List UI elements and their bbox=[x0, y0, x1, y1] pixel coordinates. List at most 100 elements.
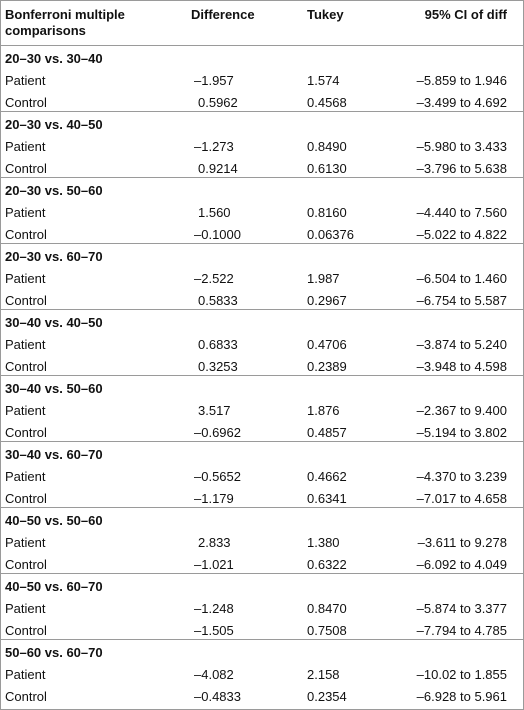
difference: 1.560 bbox=[198, 205, 231, 220]
group-title: 40–50 vs. 60–70 bbox=[5, 579, 103, 594]
column-header: 95% CI of diff bbox=[424, 7, 507, 22]
tukey: 0.8470 bbox=[307, 601, 347, 616]
difference: –0.6962 bbox=[194, 425, 241, 440]
tukey: 0.8490 bbox=[307, 139, 347, 154]
tukey: 0.8160 bbox=[307, 205, 347, 220]
tukey: 0.06376 bbox=[307, 227, 354, 242]
row-label: Patient bbox=[5, 205, 46, 220]
group-title: 30–40 vs. 50–60 bbox=[5, 381, 103, 396]
row-label: Control bbox=[5, 95, 47, 110]
tukey: 2.158 bbox=[307, 667, 340, 682]
tukey: 1.987 bbox=[307, 271, 340, 286]
confidence-interval: –5.022 to 4.822 bbox=[416, 227, 507, 242]
difference: –1.179 bbox=[194, 491, 234, 506]
confidence-interval: –3.796 to 5.638 bbox=[416, 161, 507, 176]
confidence-interval: –2.367 to 9.400 bbox=[416, 403, 507, 418]
row-label: Control bbox=[5, 227, 47, 242]
tukey: 1.574 bbox=[307, 73, 340, 88]
confidence-interval: –4.370 to 3.239 bbox=[416, 469, 507, 484]
group-title: 20–30 vs. 50–60 bbox=[5, 183, 103, 198]
row-label: Patient bbox=[5, 73, 46, 88]
confidence-interval: –7.794 to 4.785 bbox=[416, 623, 507, 638]
tukey: 0.4568 bbox=[307, 95, 347, 110]
row-divider bbox=[1, 573, 523, 574]
row-label: Patient bbox=[5, 403, 46, 418]
row-label: Patient bbox=[5, 337, 46, 352]
tukey: 0.2389 bbox=[307, 359, 347, 374]
confidence-interval: –5.874 to 3.377 bbox=[416, 601, 507, 616]
row-divider bbox=[1, 111, 523, 112]
tukey: 0.6322 bbox=[307, 557, 347, 572]
difference: 0.5962 bbox=[198, 95, 238, 110]
row-divider bbox=[1, 243, 523, 244]
difference: –2.522 bbox=[194, 271, 234, 286]
difference: –1.273 bbox=[194, 139, 234, 154]
row-label: Patient bbox=[5, 271, 46, 286]
group-title: 30–40 vs. 60–70 bbox=[5, 447, 103, 462]
row-label: Control bbox=[5, 161, 47, 176]
tukey: 0.7508 bbox=[307, 623, 347, 638]
confidence-interval: –5.194 to 3.802 bbox=[416, 425, 507, 440]
difference: 2.833 bbox=[198, 535, 231, 550]
group-title: 40–50 vs. 50–60 bbox=[5, 513, 103, 528]
row-divider bbox=[1, 639, 523, 640]
row-label: Patient bbox=[5, 601, 46, 616]
confidence-interval: –3.948 to 4.598 bbox=[416, 359, 507, 374]
tukey: 1.876 bbox=[307, 403, 340, 418]
row-divider bbox=[1, 507, 523, 508]
confidence-interval: –3.499 to 4.692 bbox=[416, 95, 507, 110]
difference: –0.4833 bbox=[194, 689, 241, 704]
confidence-interval: –6.928 to 5.961 bbox=[416, 689, 507, 704]
tukey: 0.2354 bbox=[307, 689, 347, 704]
confidence-interval: –4.440 to 7.560 bbox=[416, 205, 507, 220]
difference: 0.6833 bbox=[198, 337, 238, 352]
row-label: Control bbox=[5, 623, 47, 638]
column-header: Tukey bbox=[307, 7, 344, 22]
confidence-interval: –3.874 to 5.240 bbox=[416, 337, 507, 352]
difference: –0.1000 bbox=[194, 227, 241, 242]
tukey: 1.380 bbox=[307, 535, 340, 550]
tukey: 0.6341 bbox=[307, 491, 347, 506]
tukey: 0.6130 bbox=[307, 161, 347, 176]
difference: 0.9214 bbox=[198, 161, 238, 176]
tukey: 0.2967 bbox=[307, 293, 347, 308]
difference: 0.3253 bbox=[198, 359, 238, 374]
tukey: 0.4706 bbox=[307, 337, 347, 352]
confidence-interval: –6.504 to 1.460 bbox=[416, 271, 507, 286]
difference: –1.957 bbox=[194, 73, 234, 88]
difference: –1.021 bbox=[194, 557, 234, 572]
row-divider bbox=[1, 177, 523, 178]
row-label: Control bbox=[5, 689, 47, 704]
column-header: Difference bbox=[191, 7, 255, 22]
difference: –1.248 bbox=[194, 601, 234, 616]
group-title: 20–30 vs. 40–50 bbox=[5, 117, 103, 132]
row-label: Control bbox=[5, 557, 47, 572]
row-label: Control bbox=[5, 425, 47, 440]
row-label: Control bbox=[5, 359, 47, 374]
difference: 3.517 bbox=[198, 403, 231, 418]
tukey: 0.4662 bbox=[307, 469, 347, 484]
difference: –1.505 bbox=[194, 623, 234, 638]
confidence-interval: –7.017 to 4.658 bbox=[416, 491, 507, 506]
row-label: Patient bbox=[5, 667, 46, 682]
group-title: 30–40 vs. 40–50 bbox=[5, 315, 103, 330]
row-divider bbox=[1, 309, 523, 310]
column-header: Bonferroni multiple comparisons bbox=[5, 7, 125, 38]
group-title: 20–30 vs. 60–70 bbox=[5, 249, 103, 264]
confidence-interval: –3.611 to 9.278 bbox=[417, 535, 507, 550]
difference: –0.5652 bbox=[194, 469, 241, 484]
difference: 0.5833 bbox=[198, 293, 238, 308]
group-title: 50–60 vs. 60–70 bbox=[5, 645, 103, 660]
row-label: Control bbox=[5, 293, 47, 308]
tukey: 0.4857 bbox=[307, 425, 347, 440]
row-label: Patient bbox=[5, 469, 46, 484]
confidence-interval: –5.980 to 3.433 bbox=[416, 139, 507, 154]
confidence-interval: –6.754 to 5.587 bbox=[416, 293, 507, 308]
difference: –4.082 bbox=[194, 667, 234, 682]
confidence-interval: –10.02 to 1.855 bbox=[416, 667, 507, 682]
confidence-interval: –5.859 to 1.946 bbox=[416, 73, 507, 88]
row-divider bbox=[1, 45, 523, 46]
row-divider bbox=[1, 375, 523, 376]
row-divider bbox=[1, 441, 523, 442]
